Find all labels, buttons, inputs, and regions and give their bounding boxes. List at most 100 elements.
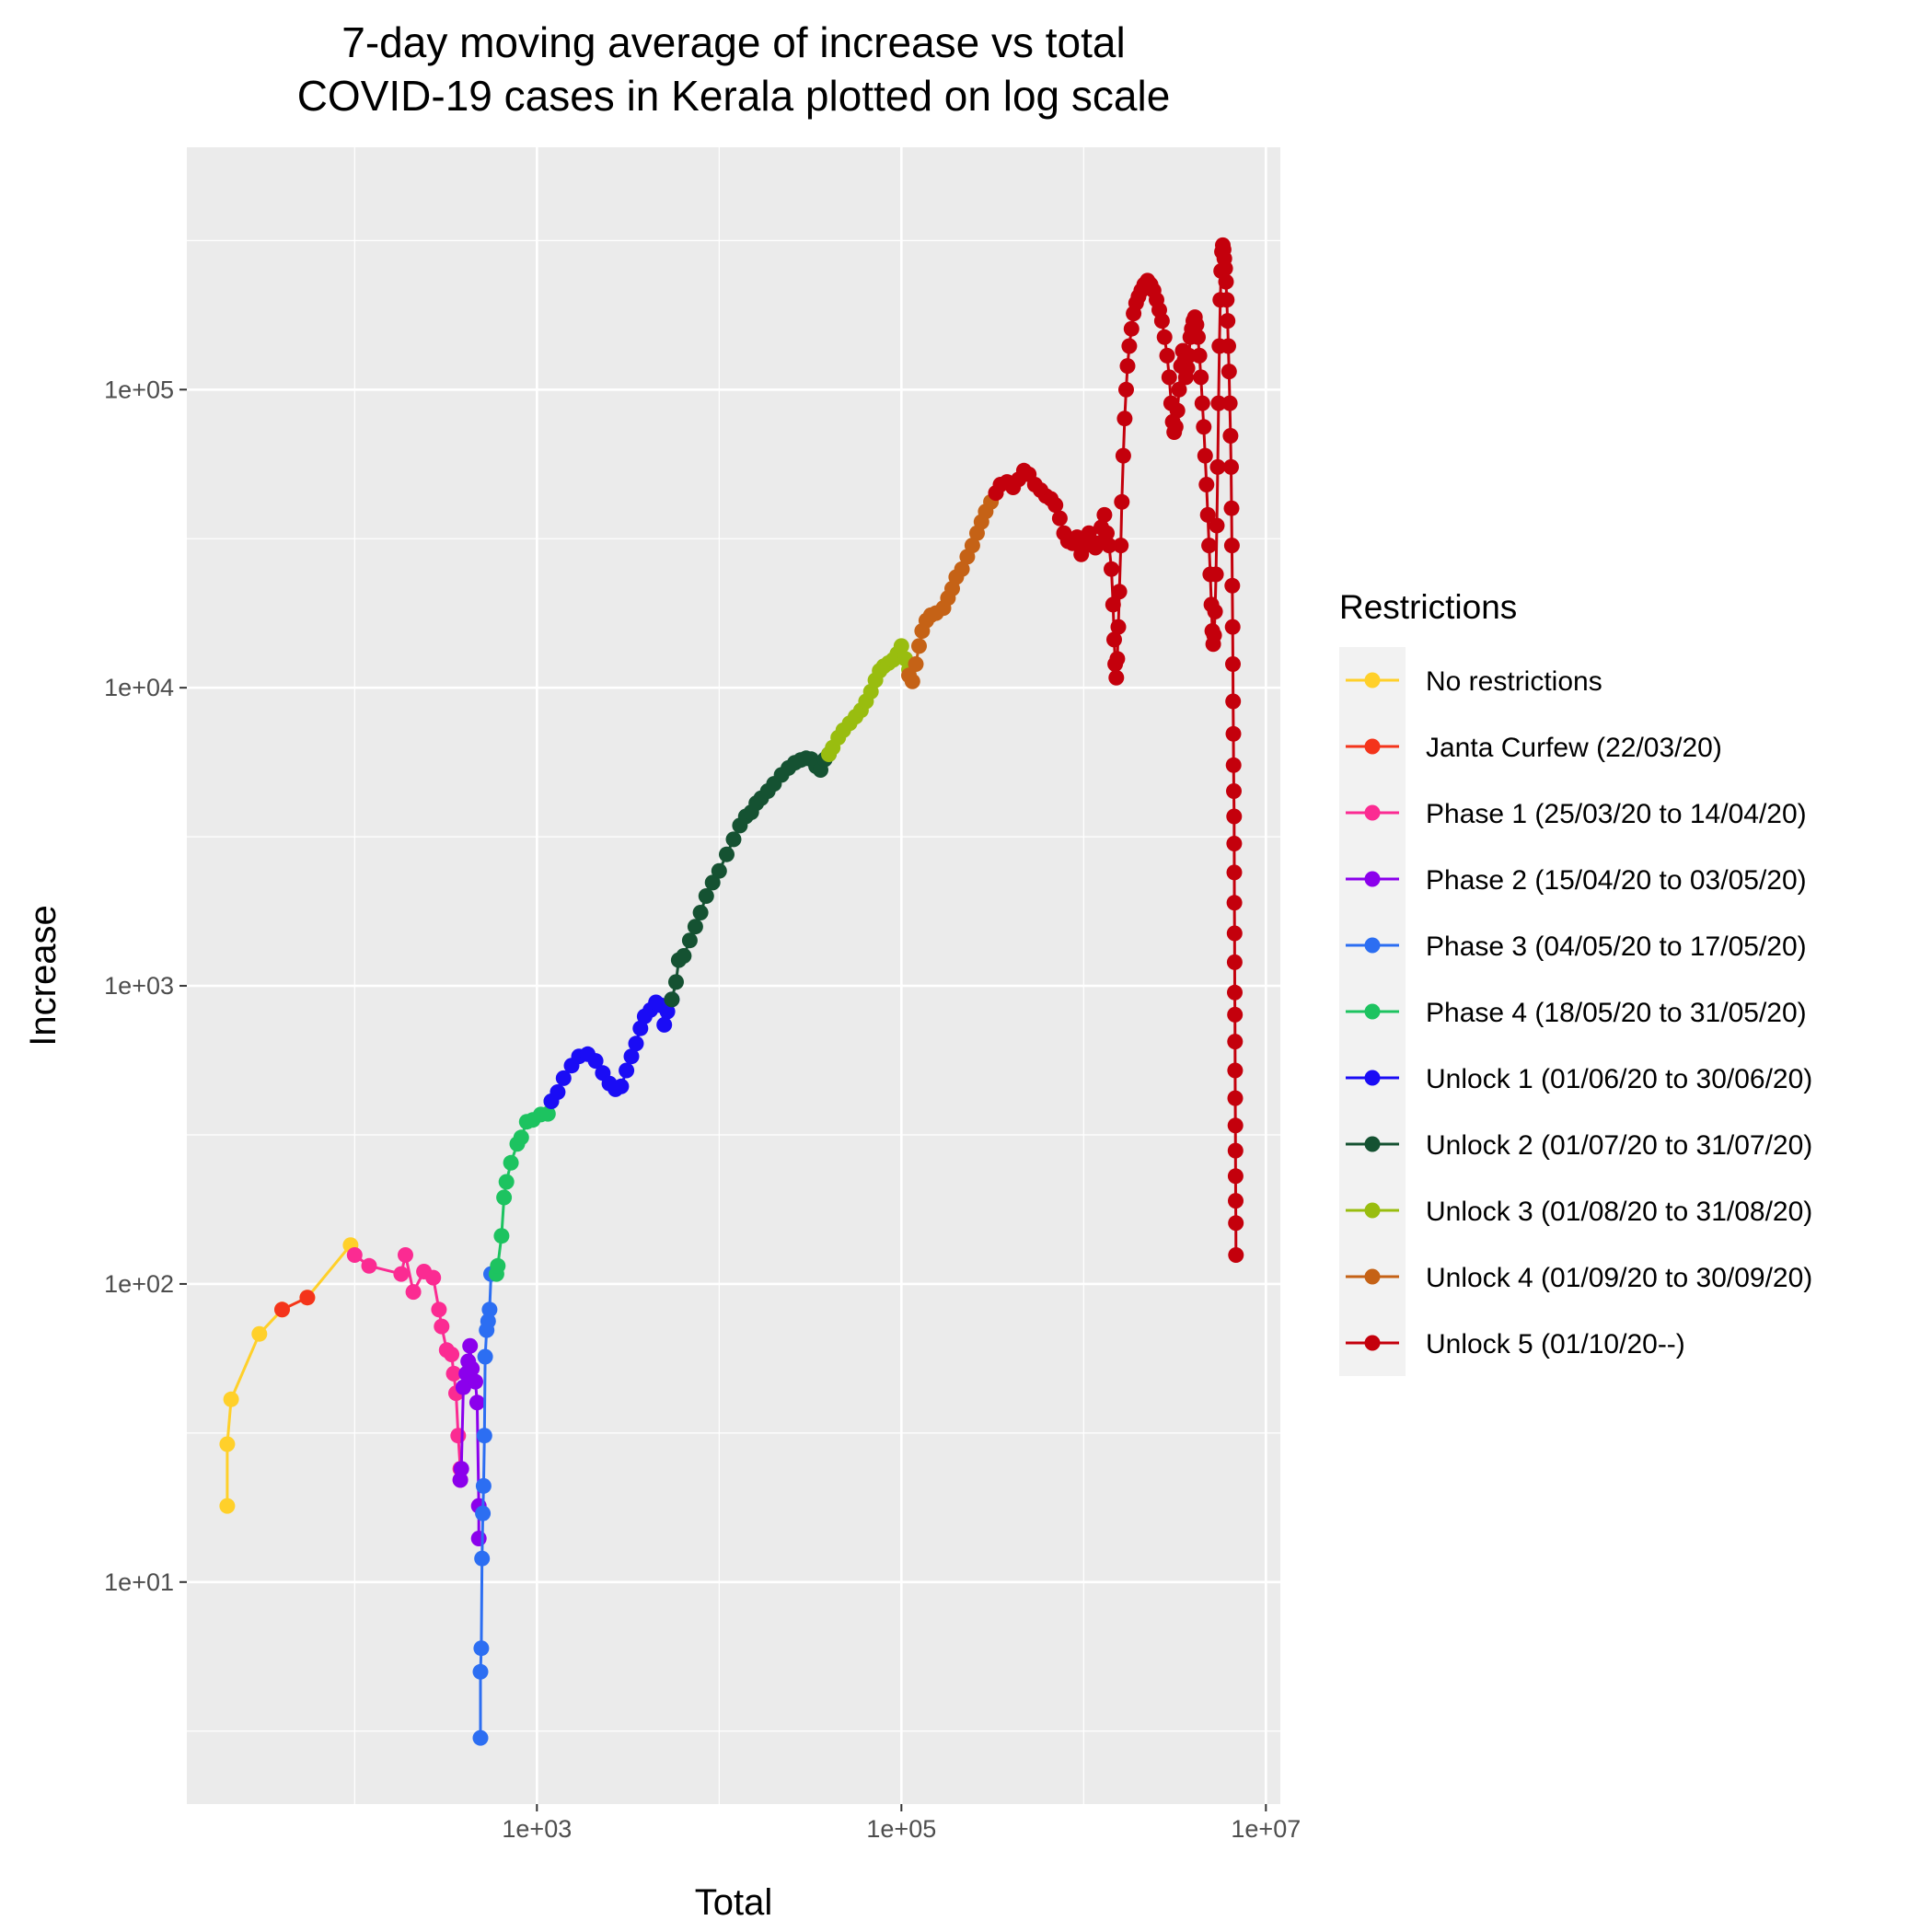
- data-point: [1222, 428, 1239, 444]
- chart-title-line-1: 7-day moving average of increase vs tota…: [341, 18, 1125, 66]
- data-point: [1217, 260, 1233, 277]
- legend-label: Phase 1 (25/03/20 to 14/04/20): [1426, 799, 1807, 829]
- data-point: [619, 1062, 635, 1079]
- data-point: [496, 1189, 513, 1206]
- data-point: [1109, 651, 1126, 667]
- data-point: [1096, 506, 1113, 523]
- legend-label: Phase 3 (04/05/20 to 17/05/20): [1426, 931, 1807, 962]
- series-group: [488, 1093, 560, 1282]
- data-point: [274, 1301, 290, 1318]
- data-point: [911, 638, 927, 654]
- legend-key-point: [1364, 804, 1381, 821]
- data-point: [1227, 1034, 1244, 1050]
- data-point: [219, 1498, 236, 1514]
- data-point: [1104, 561, 1119, 577]
- data-point: [1169, 402, 1186, 419]
- data-point: [251, 1325, 268, 1342]
- data-point: [475, 1505, 492, 1521]
- data-point: [1225, 656, 1241, 672]
- data-point: [299, 1290, 316, 1306]
- data-point: [472, 1663, 489, 1680]
- data-point: [1198, 477, 1215, 492]
- data-point: [503, 1154, 519, 1171]
- data-point: [904, 673, 920, 689]
- data-point: [623, 1048, 640, 1065]
- legend-title: Restrictions: [1339, 588, 1517, 626]
- data-point: [711, 862, 727, 879]
- data-point: [470, 1531, 487, 1546]
- y-tick-label: 1e+02: [104, 1270, 174, 1298]
- series-line: [353, 1254, 462, 1480]
- data-point: [1073, 546, 1090, 562]
- data-point: [1191, 347, 1208, 364]
- data-point: [1118, 381, 1134, 398]
- data-point: [1226, 954, 1243, 970]
- data-point: [1209, 517, 1225, 534]
- data-point: [1225, 693, 1242, 710]
- data-point: [453, 1461, 469, 1477]
- data-point: [1051, 510, 1068, 526]
- data-point: [555, 1070, 572, 1086]
- data-point: [1188, 317, 1205, 333]
- data-point: [1227, 1062, 1244, 1079]
- plot-background: [187, 147, 1280, 1804]
- data-point: [1110, 619, 1127, 635]
- data-point: [1194, 395, 1210, 411]
- data-point: [1221, 364, 1237, 380]
- data-point: [632, 1020, 649, 1036]
- data-point: [1223, 500, 1240, 516]
- data-point: [628, 1035, 644, 1052]
- legend-label: No restrictions: [1426, 666, 1602, 697]
- data-point: [587, 1053, 604, 1070]
- data-point: [498, 1174, 515, 1190]
- data-point: [664, 991, 680, 1008]
- data-point: [687, 919, 703, 935]
- data-point: [964, 538, 980, 554]
- data-point: [1116, 411, 1133, 427]
- data-point: [480, 1313, 496, 1329]
- data-point: [1099, 525, 1115, 541]
- data-point: [1221, 395, 1238, 411]
- data-point: [490, 1257, 506, 1274]
- data-point: [1223, 538, 1240, 554]
- data-point: [954, 561, 970, 577]
- data-point: [1111, 584, 1128, 600]
- data-point: [1199, 506, 1216, 523]
- legend-label: Unlock 5 (01/10/20--): [1426, 1329, 1685, 1359]
- data-point: [1226, 836, 1243, 851]
- series-group: [821, 638, 917, 762]
- data-point: [1228, 1215, 1244, 1232]
- data-point: [1220, 313, 1236, 330]
- legend-label: Janta Curfew (22/03/20): [1426, 733, 1722, 763]
- series-group: [274, 1290, 316, 1318]
- data-point: [405, 1284, 422, 1301]
- data-point: [1223, 458, 1239, 475]
- data-point: [1108, 669, 1125, 686]
- x-axis-title: Total: [695, 1882, 773, 1923]
- data-point: [908, 656, 924, 672]
- legend-key-point: [1364, 738, 1381, 755]
- y-tick-label: 1e+04: [104, 674, 174, 701]
- y-tick-label: 1e+01: [104, 1568, 174, 1596]
- y-axis-title: Increase: [23, 905, 64, 1046]
- data-point: [725, 831, 742, 848]
- legend-label: Unlock 1 (01/06/20 to 30/06/20): [1426, 1064, 1812, 1094]
- legend-key-point: [1364, 1003, 1381, 1020]
- legend-key-point: [1364, 1335, 1381, 1351]
- data-point: [1208, 566, 1224, 583]
- data-point: [1225, 757, 1242, 773]
- y-tick-label: 1e+03: [104, 972, 174, 1000]
- data-point: [681, 932, 698, 949]
- data-point: [692, 905, 709, 920]
- data-point: [1105, 596, 1121, 613]
- data-point: [1101, 538, 1117, 554]
- data-point: [1047, 497, 1064, 514]
- data-point: [1081, 525, 1097, 541]
- data-point: [444, 1347, 460, 1362]
- legend-key-point: [1364, 672, 1381, 688]
- data-point: [475, 1477, 492, 1494]
- data-point: [1123, 320, 1140, 337]
- data-point: [493, 1228, 510, 1244]
- data-point: [425, 1269, 442, 1286]
